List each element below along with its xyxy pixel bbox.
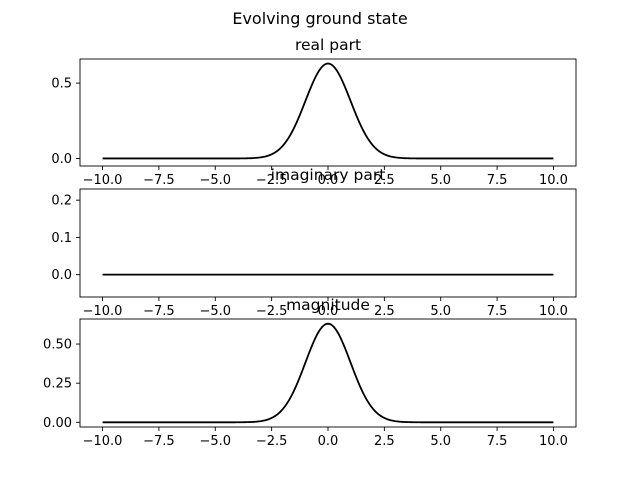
x-tick-label: 5.0 (430, 434, 451, 449)
x-tick-label: 10.0 (539, 173, 568, 188)
x-tick-label: 2.5 (374, 434, 395, 449)
x-tick-label: 2.5 (374, 304, 395, 319)
y-tick-label: 0.2 (51, 194, 72, 209)
x-tick-label: −5.0 (199, 434, 231, 449)
x-tick-label: −10.0 (83, 173, 123, 188)
x-tick-label: 0.0 (318, 173, 339, 188)
y-tick-label: 0.5 (51, 77, 72, 92)
x-tick-label: 7.5 (487, 434, 508, 449)
y-tick-label: 0.0 (51, 152, 72, 167)
x-tick-label: 7.5 (487, 173, 508, 188)
x-tick-label: −5.0 (199, 173, 231, 188)
x-tick-label: −10.0 (83, 434, 123, 449)
x-tick-label: 10.0 (539, 304, 568, 319)
y-tick-label: 0.50 (43, 338, 72, 353)
y-tick-label: 0.25 (43, 377, 72, 392)
subplot-title: real part (295, 36, 361, 54)
x-tick-label: 0.0 (318, 304, 339, 319)
figure-suptitle: Evolving ground state (232, 9, 407, 28)
x-tick-label: 10.0 (539, 434, 568, 449)
x-tick-label: −2.5 (256, 304, 288, 319)
y-tick-label: 0.1 (51, 231, 72, 246)
series-line (102, 62, 554, 160)
subplot-3: −10.0 −7.5 −5.0 −2.5 0.0 2.5 5.0 7.5 10.0 0.00 0.2… (43, 318, 577, 449)
series-line (102, 322, 554, 424)
x-tick-label: −10.0 (83, 304, 123, 319)
subplot-title: magnitude (286, 296, 370, 314)
subplot-1: −10.0 −7.5 −5.0 −2.5 0.0 2.5 5.0 7.5 10.0 0.0 0.5 (51, 58, 577, 188)
axes-layer: −10.0 −7.5 −5.0 −2.5 0.0 2.5 5.0 7.5 10.00.00.5−… (43, 58, 577, 449)
x-tick-label: −7.5 (143, 173, 175, 188)
titles-layer: real part imaginary part magnitude (271, 36, 386, 314)
x-tick-label: −5.0 (199, 304, 231, 319)
x-tick-label: 2.5 (374, 173, 395, 188)
x-tick-label: −7.5 (143, 434, 175, 449)
y-tick-label: 0.00 (43, 416, 72, 431)
x-tick-label: 5.0 (430, 173, 451, 188)
x-tick-label: 0.0 (318, 434, 339, 449)
x-tick-label: 5.0 (430, 304, 451, 319)
y-tick-label: 0.0 (51, 268, 72, 283)
x-tick-label: 7.5 (487, 304, 508, 319)
subplot-2: −10.0 −7.5 −5.0 −2.5 0.0 2.5 5.0 7.5 10.0 0.0 0.1 0… (51, 188, 577, 319)
x-tick-label: −2.5 (256, 173, 288, 188)
subplot-title: imaginary part (271, 166, 386, 184)
x-tick-label: −2.5 (256, 434, 288, 449)
x-tick-label: −7.5 (143, 304, 175, 319)
